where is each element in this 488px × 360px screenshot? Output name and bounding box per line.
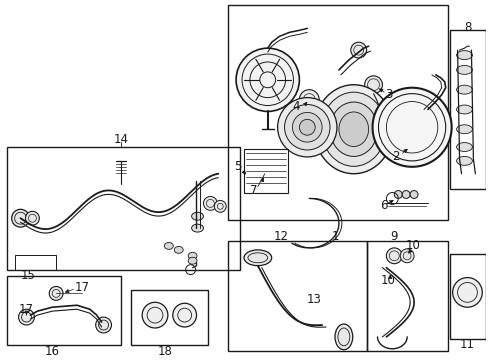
Bar bbox=[228, 5, 447, 220]
Bar bbox=[244, 149, 287, 193]
Text: 3: 3 bbox=[384, 88, 391, 101]
Circle shape bbox=[452, 278, 481, 307]
Bar bbox=[449, 254, 485, 339]
Text: 13: 13 bbox=[306, 293, 321, 306]
Text: 17: 17 bbox=[74, 281, 89, 294]
Ellipse shape bbox=[456, 66, 471, 75]
Text: 6: 6 bbox=[379, 199, 386, 212]
Circle shape bbox=[299, 90, 319, 109]
Circle shape bbox=[236, 48, 299, 112]
Text: 5: 5 bbox=[234, 160, 241, 173]
Circle shape bbox=[292, 112, 322, 142]
Ellipse shape bbox=[334, 324, 352, 350]
Ellipse shape bbox=[321, 92, 385, 166]
Text: 2: 2 bbox=[392, 150, 399, 163]
Text: 15: 15 bbox=[21, 269, 36, 282]
Circle shape bbox=[19, 309, 34, 325]
Circle shape bbox=[409, 190, 417, 198]
Ellipse shape bbox=[244, 250, 271, 266]
Circle shape bbox=[12, 209, 29, 227]
Text: 10: 10 bbox=[380, 274, 395, 287]
Text: 11: 11 bbox=[459, 338, 474, 351]
Ellipse shape bbox=[164, 242, 173, 249]
Text: 7: 7 bbox=[250, 184, 257, 197]
Circle shape bbox=[49, 287, 63, 300]
Text: 18: 18 bbox=[157, 345, 172, 358]
Circle shape bbox=[277, 98, 336, 157]
Circle shape bbox=[399, 249, 413, 263]
Ellipse shape bbox=[191, 212, 203, 220]
Bar bbox=[449, 30, 485, 189]
Ellipse shape bbox=[329, 102, 377, 157]
Ellipse shape bbox=[188, 252, 197, 259]
Circle shape bbox=[372, 88, 451, 167]
Ellipse shape bbox=[456, 143, 471, 152]
Circle shape bbox=[393, 190, 402, 198]
Ellipse shape bbox=[456, 51, 471, 59]
Bar bbox=[7, 147, 240, 270]
Circle shape bbox=[402, 190, 409, 198]
Circle shape bbox=[142, 302, 167, 328]
Text: 10: 10 bbox=[405, 239, 420, 252]
Circle shape bbox=[364, 76, 382, 94]
Ellipse shape bbox=[314, 85, 392, 174]
Ellipse shape bbox=[456, 85, 471, 94]
Ellipse shape bbox=[456, 105, 471, 114]
Bar bbox=[366, 241, 447, 351]
Bar bbox=[7, 275, 121, 345]
Ellipse shape bbox=[188, 257, 197, 264]
Circle shape bbox=[299, 120, 315, 135]
Circle shape bbox=[172, 303, 196, 327]
Circle shape bbox=[386, 248, 402, 264]
Text: 1: 1 bbox=[330, 230, 338, 243]
Bar bbox=[131, 291, 208, 345]
Ellipse shape bbox=[174, 246, 183, 253]
Ellipse shape bbox=[191, 224, 203, 232]
Circle shape bbox=[214, 201, 226, 212]
Circle shape bbox=[96, 317, 111, 333]
Text: 17: 17 bbox=[19, 303, 34, 316]
Text: 9: 9 bbox=[390, 230, 397, 243]
Text: 14: 14 bbox=[114, 132, 129, 146]
Bar bbox=[228, 241, 366, 351]
Text: 4: 4 bbox=[292, 100, 300, 113]
Bar bbox=[15, 255, 56, 270]
Circle shape bbox=[203, 197, 217, 210]
Text: 12: 12 bbox=[273, 230, 288, 243]
Text: 16: 16 bbox=[44, 345, 60, 358]
Ellipse shape bbox=[338, 112, 368, 147]
Ellipse shape bbox=[456, 125, 471, 134]
Ellipse shape bbox=[456, 157, 471, 165]
Circle shape bbox=[350, 42, 366, 58]
Circle shape bbox=[284, 104, 329, 150]
Text: 8: 8 bbox=[463, 21, 470, 34]
Circle shape bbox=[25, 211, 39, 225]
